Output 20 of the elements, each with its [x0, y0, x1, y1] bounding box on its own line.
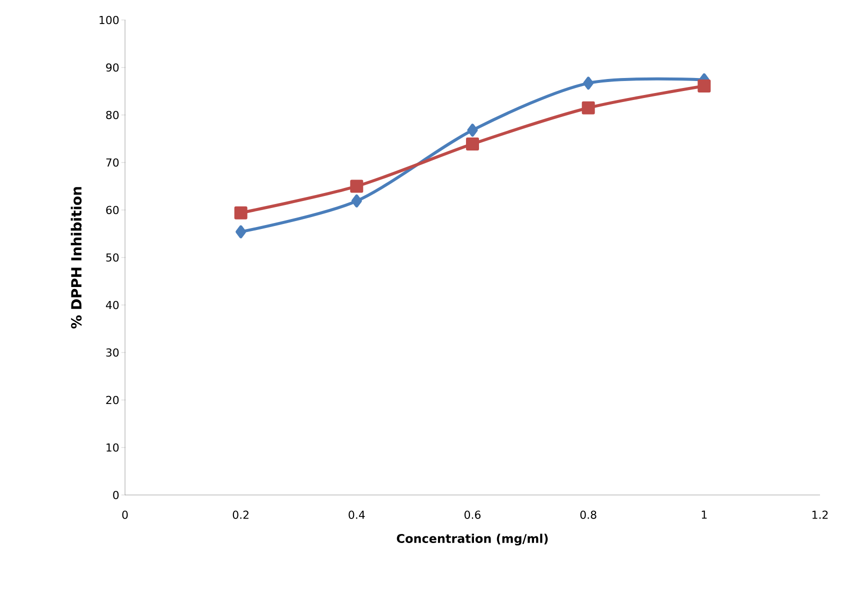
y-tick-label: 90 [106, 63, 119, 72]
y-tick-label: 100 [100, 16, 119, 24]
y-tick-label: 60 [106, 206, 119, 214]
y-tick-label: 10 [106, 443, 119, 452]
y-tick-label: 50 [106, 253, 119, 262]
y-tick-label: 0 [113, 490, 119, 500]
x-tick-label: 1 [702, 510, 707, 519]
x-tick-label: 0.4 [348, 510, 365, 519]
y-tick-label: 40 [106, 300, 119, 310]
x-tick-label: 0.6 [464, 510, 481, 519]
x-tick-label: 0.8 [580, 510, 596, 519]
y-axis-title: % DPPH Inhibition [70, 187, 82, 328]
x-tick-label: 1.2 [812, 510, 828, 519]
y-tick-label: 80 [106, 110, 119, 120]
y-tick-label: 70 [106, 158, 119, 167]
x-tick-label: 0.2 [232, 510, 248, 519]
x-axis-title: Concentration (mg/ml) [396, 534, 548, 546]
y-tick-label: 20 [106, 396, 119, 404]
x-tick-label: 0 [122, 510, 128, 519]
y-tick-label: 30 [106, 348, 119, 357]
